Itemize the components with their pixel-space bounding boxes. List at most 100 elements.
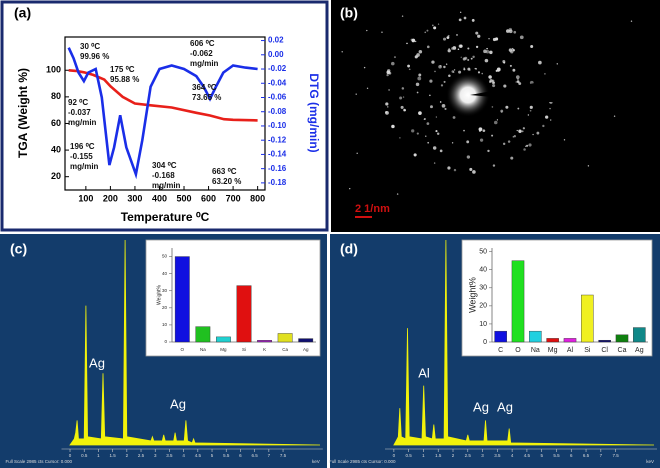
diffraction-spot bbox=[429, 79, 433, 83]
bar bbox=[216, 336, 231, 343]
annotation: 63.20 % bbox=[212, 177, 241, 186]
diffraction-spot bbox=[427, 141, 430, 144]
diffraction-spot bbox=[529, 109, 532, 112]
diffraction-spot bbox=[471, 19, 475, 22]
annotation: 95.88 % bbox=[110, 75, 139, 84]
diffraction-spot bbox=[497, 69, 500, 72]
y2-tick-label: -0.18 bbox=[268, 178, 287, 187]
x-unit: keV bbox=[312, 459, 320, 464]
bar bbox=[615, 334, 629, 343]
x-tick-label: K bbox=[263, 347, 266, 352]
x-tick-label: 2.5 bbox=[138, 453, 145, 458]
bar bbox=[581, 294, 594, 343]
diffraction-spot bbox=[516, 80, 520, 83]
diffraction-spot bbox=[400, 105, 404, 109]
diffraction-spot bbox=[426, 122, 430, 125]
diffraction-spot bbox=[503, 61, 506, 64]
diffraction-spot bbox=[416, 91, 419, 94]
y-tick-label: 0 bbox=[483, 339, 487, 346]
diffraction-spot bbox=[587, 165, 590, 167]
x-tick-label: 1 bbox=[422, 453, 425, 458]
x-tick-label: 0 bbox=[69, 453, 72, 458]
diffraction-spot bbox=[391, 124, 395, 129]
bar bbox=[511, 260, 525, 343]
spectrum bbox=[69, 239, 321, 446]
annotation: 175 ⁰C bbox=[110, 65, 135, 74]
diffraction-spot bbox=[516, 129, 518, 132]
panel-label: (a) bbox=[14, 5, 31, 21]
diffraction-spot bbox=[491, 134, 494, 137]
diffraction-spot bbox=[386, 70, 391, 75]
diffraction-spot bbox=[452, 116, 456, 119]
diffraction-spot bbox=[550, 119, 552, 121]
diffraction-spot bbox=[545, 115, 549, 119]
annotation: 73.65 % bbox=[192, 93, 221, 102]
peak-label: Al bbox=[418, 365, 430, 380]
diffraction-spot bbox=[448, 74, 451, 77]
annotation: mg/min bbox=[68, 118, 97, 127]
x-tick-label: 5.5 bbox=[553, 453, 560, 458]
x-tick-label: 100 bbox=[78, 193, 93, 203]
scale-bar-label: 2 1/nm bbox=[355, 203, 390, 215]
diffraction-spot bbox=[396, 193, 399, 195]
diffraction-spot bbox=[526, 144, 529, 147]
diffraction-spot bbox=[385, 111, 388, 114]
y-tick-label: 20 bbox=[51, 171, 61, 181]
diffraction-spot bbox=[433, 26, 437, 30]
diffraction-spot bbox=[401, 15, 404, 17]
diffraction-spot bbox=[613, 115, 616, 117]
x-tick-label: 7.5 bbox=[280, 453, 287, 458]
annotation: 606 ⁰C bbox=[190, 39, 215, 48]
diffraction-spot bbox=[496, 119, 499, 121]
annotation: 92 ⁰C bbox=[68, 98, 88, 107]
diffraction-spot bbox=[426, 29, 429, 32]
diffraction-spot bbox=[423, 118, 426, 120]
diffraction-spot bbox=[492, 81, 495, 85]
diffraction-spot bbox=[429, 94, 431, 97]
diffraction-spot bbox=[518, 82, 522, 86]
x-tick-label: Ca bbox=[618, 347, 627, 354]
annotation: -0.037 bbox=[68, 108, 91, 117]
diffraction-spot bbox=[440, 84, 444, 87]
annotation: mg/min bbox=[152, 181, 181, 190]
annotation: -0.168 bbox=[152, 171, 175, 180]
y2-tick-label: -0.14 bbox=[268, 150, 287, 159]
y-tick-label: 40 bbox=[51, 144, 61, 154]
x-tick-label: Mg bbox=[548, 347, 558, 354]
diffraction-spot bbox=[507, 140, 511, 143]
x-tick-label: 5 bbox=[540, 453, 543, 458]
diffraction-spot bbox=[517, 107, 520, 110]
x-tick-label: Cl bbox=[601, 347, 608, 354]
diffraction-spot bbox=[487, 149, 490, 153]
diffraction-spot bbox=[513, 30, 517, 34]
y-tick-label: 0 bbox=[164, 339, 167, 344]
spectrum bbox=[393, 239, 655, 446]
diffraction-spot bbox=[472, 18, 474, 21]
diffraction-spot bbox=[470, 57, 473, 60]
x-tick-label: 7 bbox=[600, 453, 603, 458]
diffraction-spot bbox=[532, 133, 534, 136]
x-tick-label: Na bbox=[531, 347, 540, 354]
diffraction-spot bbox=[482, 129, 486, 132]
y-tick-label: 50 bbox=[479, 248, 487, 255]
x-tick-label: Si bbox=[242, 347, 246, 352]
x-tick-label: 5.5 bbox=[223, 453, 230, 458]
footer: Full Scale 2985 cts Cursor: 0.000 bbox=[329, 459, 396, 464]
annotation: 196 ⁰C bbox=[70, 142, 95, 151]
x-tick-label: 2 bbox=[452, 453, 455, 458]
plot-frame bbox=[64, 36, 266, 191]
x-tick-label: Al bbox=[567, 347, 574, 354]
diffraction-spot bbox=[452, 71, 455, 73]
x-tick-label: 7.5 bbox=[612, 453, 619, 458]
diffraction-spot bbox=[399, 96, 403, 100]
diffraction-spot bbox=[515, 75, 520, 79]
diffraction-spot bbox=[511, 47, 514, 50]
peak-label: Ag bbox=[497, 399, 513, 414]
diffraction-spot bbox=[393, 56, 396, 59]
diffraction-spot bbox=[366, 87, 369, 89]
x-tick-label: C bbox=[498, 347, 503, 354]
diffraction-spot bbox=[466, 140, 470, 144]
diffraction-spot bbox=[489, 50, 493, 55]
x-tick-label: 7 bbox=[268, 453, 271, 458]
diffraction-spot bbox=[444, 107, 447, 111]
